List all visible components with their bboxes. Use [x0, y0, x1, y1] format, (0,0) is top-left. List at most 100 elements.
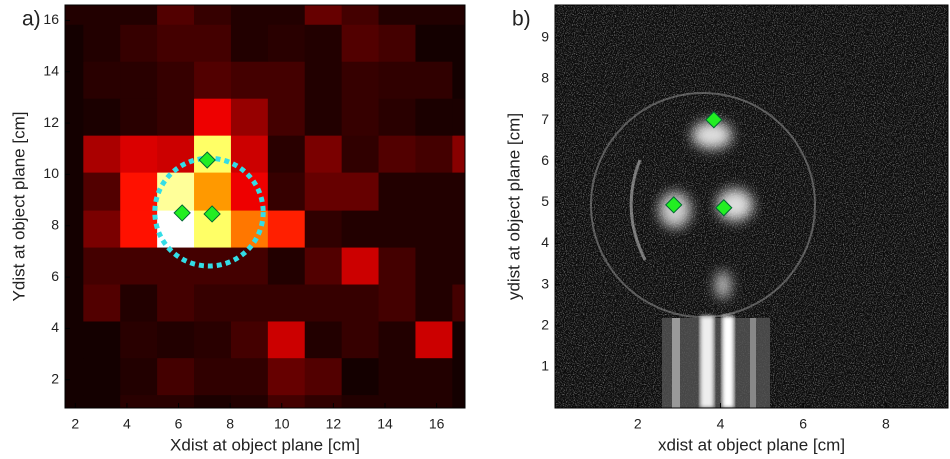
- heat-cell: [65, 394, 84, 408]
- y-tick-label: 9: [541, 29, 549, 45]
- heat-cell: [304, 172, 343, 211]
- heat-cell: [378, 61, 416, 99]
- heat-cell: [415, 135, 453, 173]
- heat-cell: [120, 61, 158, 99]
- heat-cell: [194, 357, 232, 396]
- heat-cell: [415, 5, 453, 25]
- plot-frame: [64, 4, 466, 409]
- heat-cell: [341, 24, 380, 62]
- heat-cell: [230, 135, 269, 173]
- heat-cell: [452, 320, 465, 359]
- heat-cell: [341, 172, 380, 211]
- heat-cell: [452, 172, 465, 211]
- y-tick-label: 6: [541, 152, 549, 168]
- heat-cell: [267, 135, 306, 173]
- heat-cell: [157, 135, 195, 173]
- heat-cell: [378, 357, 416, 396]
- marker: [173, 204, 191, 222]
- y-tick-label: 4: [51, 319, 59, 335]
- heat-cell: [267, 210, 306, 248]
- heat-cell: [120, 210, 158, 248]
- heatmap: [65, 5, 465, 408]
- heat-cell: [194, 172, 232, 211]
- heat-cell: [194, 61, 232, 99]
- marker: [203, 205, 221, 223]
- heat-cell: [157, 61, 195, 99]
- plot-frame: [554, 4, 949, 409]
- y-axis-label: ydist at object plane [cm]: [504, 113, 523, 300]
- heat-cell: [304, 98, 343, 136]
- heat-cell: [65, 284, 84, 322]
- heat-cell: [83, 98, 121, 136]
- heat-cell: [230, 394, 269, 408]
- y-tick-label: 12: [43, 114, 59, 130]
- marker: [705, 111, 723, 129]
- heat-cell: [304, 210, 343, 248]
- heat-cell: [230, 61, 269, 99]
- y-tick-label: 6: [51, 268, 59, 284]
- glows: [659, 121, 753, 299]
- y-tick-label: 1: [541, 358, 549, 374]
- heat-cell: [304, 320, 343, 359]
- heat-cell: [378, 284, 416, 322]
- heat-cell: [452, 394, 465, 408]
- heat-cell: [120, 394, 158, 408]
- heat-cell: [120, 247, 158, 285]
- y-tick-label: 4: [541, 234, 549, 250]
- heat-cell: [194, 135, 232, 173]
- heat-cell: [378, 210, 416, 248]
- heat-cell: [83, 24, 121, 62]
- heat-cell: [341, 357, 380, 396]
- heat-cell: [120, 320, 158, 359]
- heat-cell: [415, 210, 453, 248]
- heat-cell: [230, 5, 269, 25]
- heat-cell: [452, 357, 465, 396]
- heat-cell: [415, 24, 453, 62]
- x-tick-label: 6: [175, 416, 183, 432]
- heat-cell: [157, 98, 195, 136]
- heat-cell: [65, 210, 84, 248]
- heat-cell: [452, 284, 465, 322]
- y-tick-label: 10: [43, 165, 59, 181]
- heat-cell: [157, 394, 195, 408]
- y-tick-label: 14: [43, 62, 59, 78]
- heat-cell: [83, 172, 121, 211]
- x-tick-label: 14: [377, 416, 393, 432]
- heat-cell: [157, 357, 195, 396]
- heat-cell: [341, 320, 380, 359]
- marker: [715, 199, 733, 217]
- heat-cell: [415, 284, 453, 322]
- heat-cell: [415, 98, 453, 136]
- x-tick-label: 10: [274, 416, 290, 432]
- heat-cell: [230, 320, 269, 359]
- heat-cell: [267, 247, 306, 285]
- heat-cell: [378, 5, 416, 25]
- heat-cell: [341, 61, 380, 99]
- heat-cell: [120, 357, 158, 396]
- marker: [665, 196, 683, 214]
- heat-cell: [65, 24, 84, 62]
- heat-cell: [194, 320, 232, 359]
- x-tick-label: 8: [226, 416, 234, 432]
- heat-cell: [415, 357, 453, 396]
- heat-cell: [304, 284, 343, 322]
- heat-cell: [83, 357, 121, 396]
- y-tick-label: 7: [541, 111, 549, 127]
- x-axis-label: Xdist at object plane [cm]: [170, 435, 360, 454]
- heat-cell: [452, 24, 465, 62]
- heat-cell: [378, 98, 416, 136]
- heat-cell: [378, 394, 416, 408]
- heat-cell: [304, 5, 343, 25]
- heat-cell: [194, 394, 232, 408]
- heat-cell: [341, 135, 380, 173]
- heat-cell: [83, 394, 121, 408]
- x-tick-label: 12: [326, 416, 342, 432]
- heat-cell: [267, 5, 306, 25]
- heat-cell: [194, 98, 232, 136]
- heat-cell: [341, 98, 380, 136]
- heat-cell: [304, 24, 343, 62]
- heat-cell: [415, 394, 453, 408]
- heat-cell: [194, 5, 232, 25]
- heat-cell: [230, 357, 269, 396]
- heat-cell: [341, 284, 380, 322]
